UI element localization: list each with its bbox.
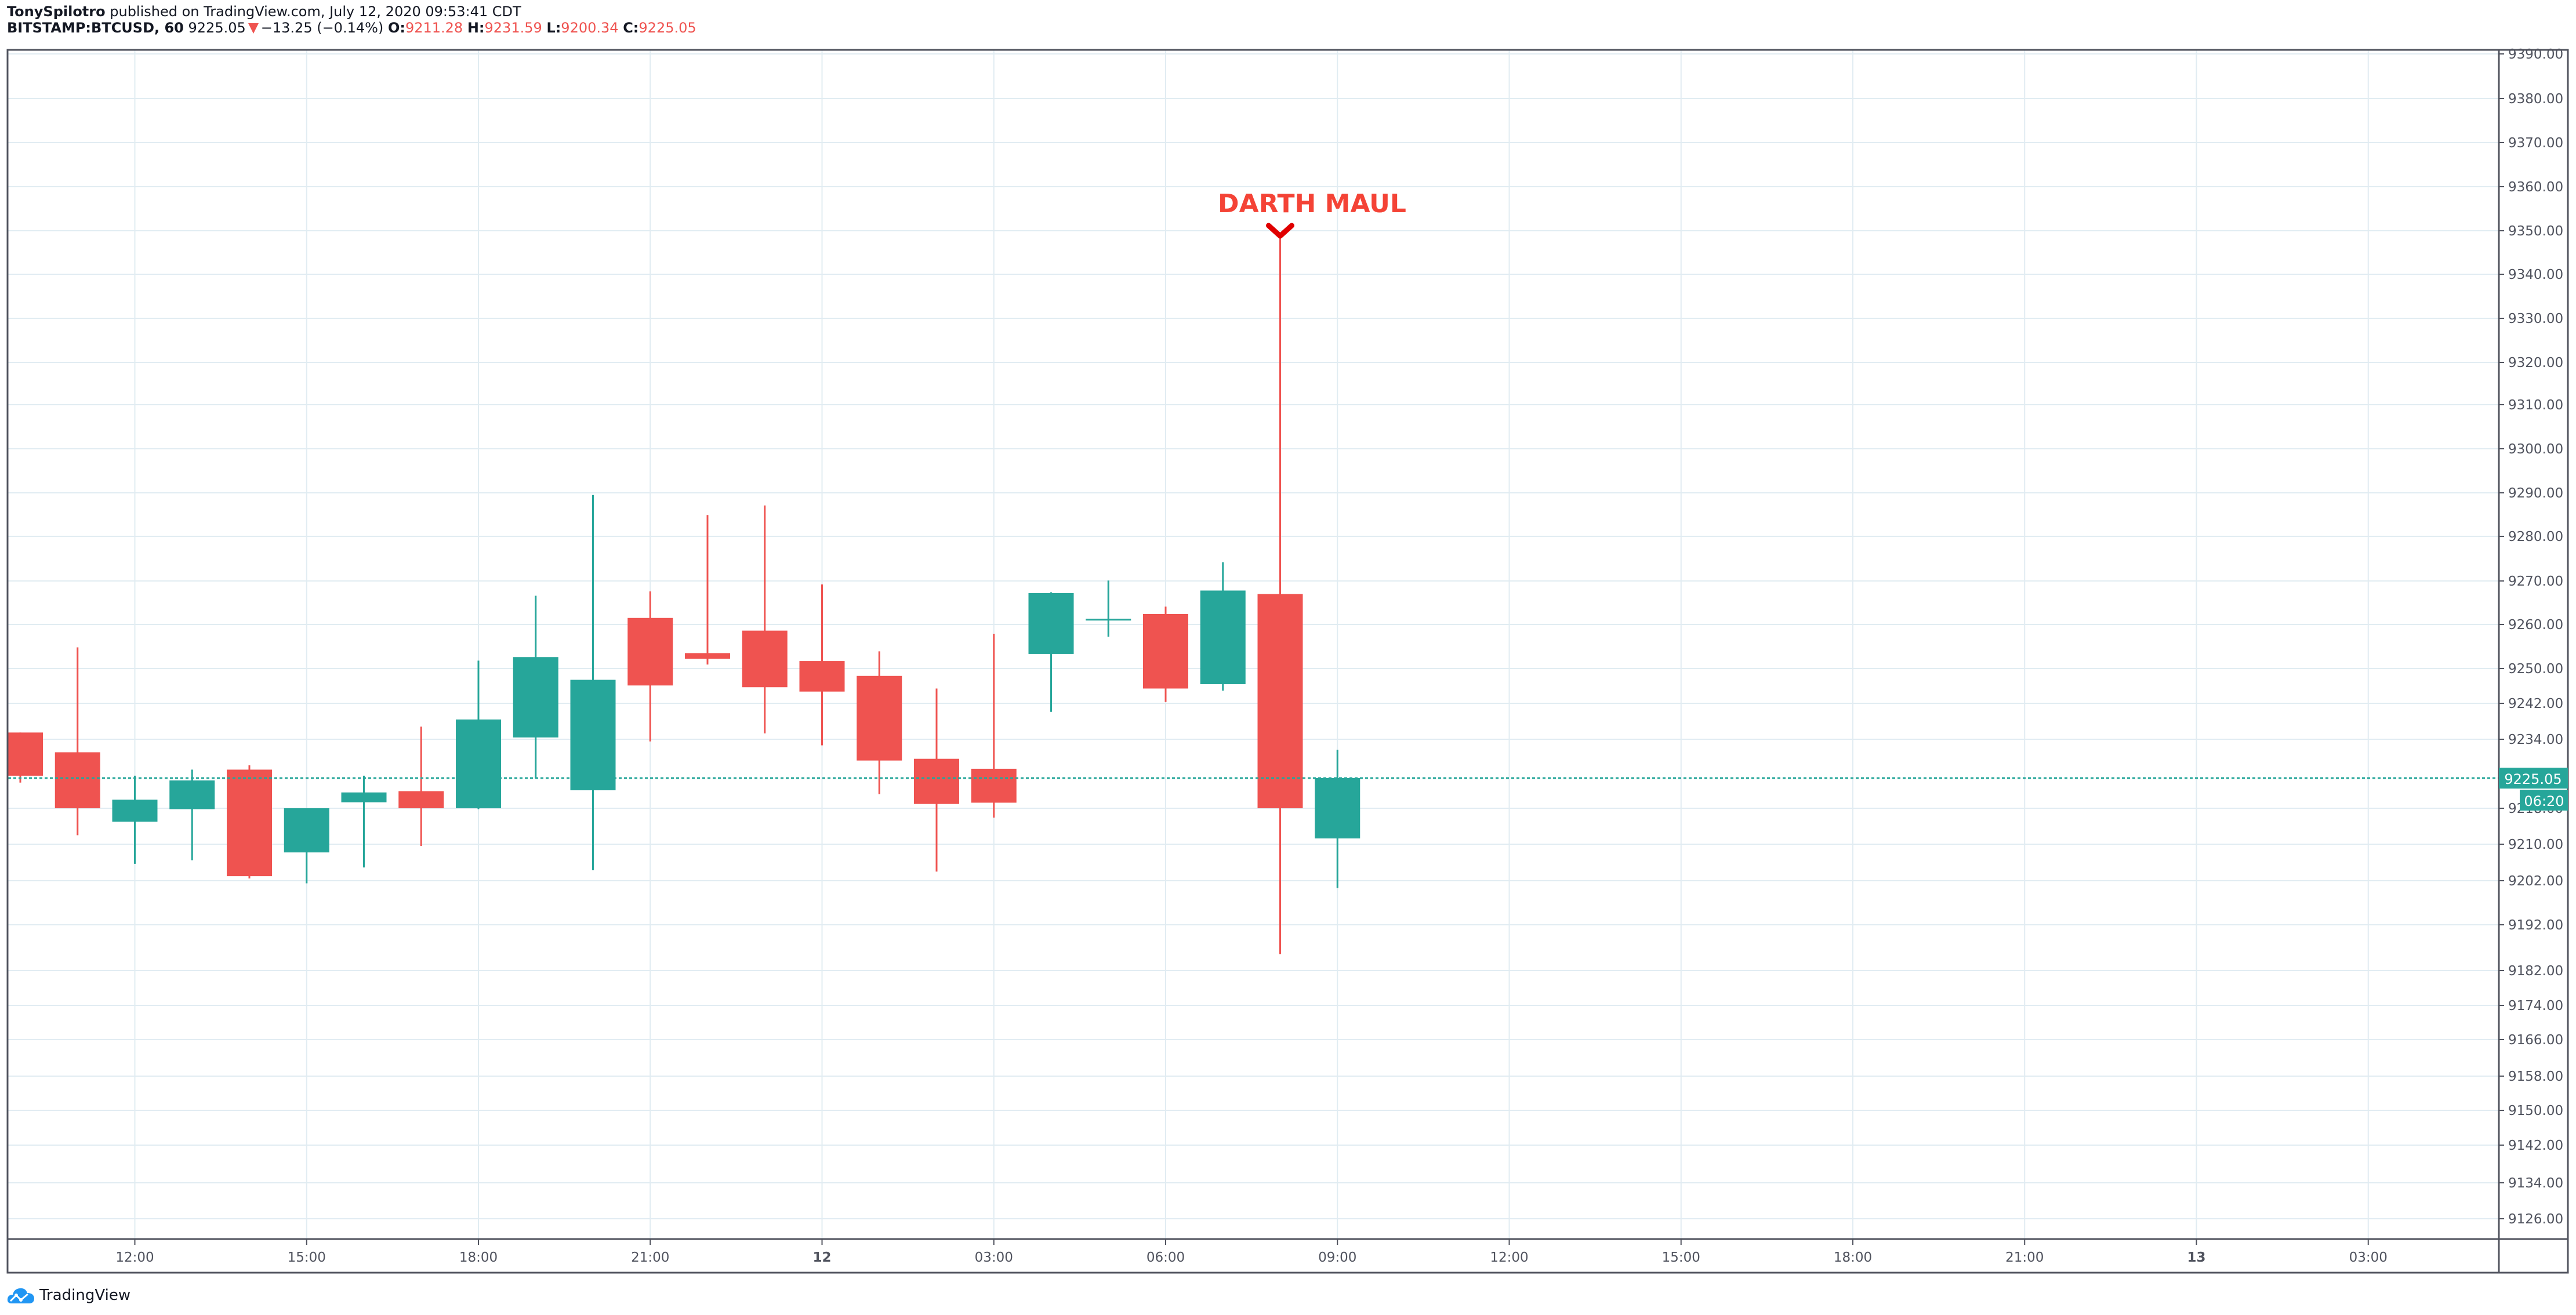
time-tick-label: 18:00 xyxy=(1834,1250,1872,1265)
candle[interactable] xyxy=(1200,562,1246,691)
price-tick-label: 9192.00 xyxy=(2508,918,2563,933)
price-tick-label: 9126.00 xyxy=(2508,1212,2563,1227)
price-tick-label: 9310.00 xyxy=(2508,398,2563,413)
candle[interactable] xyxy=(742,505,788,733)
time-tick-label: 06:00 xyxy=(1146,1250,1185,1265)
price-tick-label: 9182.00 xyxy=(2508,964,2563,979)
last-price-tag: 9225.05 06:20 xyxy=(2499,768,2568,811)
time-tick-label: 09:00 xyxy=(1318,1250,1356,1265)
candle[interactable] xyxy=(1143,606,1188,702)
candle[interactable] xyxy=(284,808,329,884)
close-value: 9225.05 xyxy=(638,20,696,36)
down-triangle-icon xyxy=(248,23,259,34)
price-change: −13.25 (−0.14%) xyxy=(260,20,384,36)
price-tick-label: 9320.00 xyxy=(2508,355,2563,370)
low-value: 9200.34 xyxy=(561,20,619,36)
price-tick-label: 9202.00 xyxy=(2508,874,2563,889)
time-axis[interactable]: 12:00 15:00 18:00 21:00 12 03:00 06:00 09:00 12:… xyxy=(115,1239,2388,1265)
chart-frame xyxy=(6,49,2569,1274)
price-tick-label: 9174.00 xyxy=(2508,998,2563,1014)
high-label: H: xyxy=(467,20,485,36)
time-tick-label: 15:00 xyxy=(288,1250,326,1265)
candle[interactable] xyxy=(55,647,100,836)
candle[interactable] xyxy=(456,660,501,809)
price-tick-label: 9330.00 xyxy=(2508,311,2563,326)
darth-maul-annotation[interactable]: DARTH MAUL xyxy=(1218,189,1406,239)
price-tick-label: 9134.00 xyxy=(2508,1176,2563,1191)
time-tick-label: 21:00 xyxy=(631,1250,669,1265)
candle[interactable] xyxy=(513,595,558,779)
published-text: published on TradingView.com, July 12, 2… xyxy=(110,3,521,20)
time-tick-label: 12 xyxy=(812,1250,831,1265)
price-tick-label: 9380.00 xyxy=(2508,92,2563,107)
time-tick-label: 12:00 xyxy=(1490,1250,1528,1265)
price-tick-label: 9150.00 xyxy=(2508,1103,2563,1118)
close-label: C: xyxy=(623,20,639,36)
candle[interactable] xyxy=(627,591,673,742)
candle[interactable] xyxy=(341,775,387,868)
annotation-label: DARTH MAUL xyxy=(1218,189,1406,219)
candle[interactable] xyxy=(799,584,845,746)
open-label: O: xyxy=(387,20,405,36)
price-tick-label: 9166.00 xyxy=(2508,1033,2563,1048)
price-tick-label: 9340.00 xyxy=(2508,267,2563,282)
candle[interactable] xyxy=(857,651,902,794)
candle[interactable] xyxy=(971,633,1017,818)
time-tick-label: 15:00 xyxy=(1662,1250,1700,1265)
candle[interactable] xyxy=(685,515,730,665)
price-tick-label: 9390.00 xyxy=(2508,47,2563,62)
logo-text: TradingView xyxy=(39,1287,131,1304)
price-axis[interactable]: 9390.00 9380.00 9370.00 9360.00 9350.00 9340.… xyxy=(2499,47,2563,1227)
chevron-down-icon xyxy=(1266,223,1294,239)
symbol-legend: BITSTAMP:BTCUSD, 60 9225.05 −13.25 (−0.14… xyxy=(7,20,696,36)
price-tick-label: 9260.00 xyxy=(2508,617,2563,633)
candle[interactable] xyxy=(227,765,272,879)
price-tick-label: 9360.00 xyxy=(2508,180,2563,195)
price-tick-label: 9280.00 xyxy=(2508,529,2563,544)
high-value: 9231.59 xyxy=(484,20,542,36)
last-price-tag-value: 9225.05 xyxy=(2504,771,2562,787)
price-tick-label: 9250.00 xyxy=(2508,662,2563,677)
candles xyxy=(8,236,1360,954)
candle[interactable] xyxy=(1086,580,1131,637)
author-name[interactable]: TonySpilotro xyxy=(7,3,106,20)
price-tick-label: 9234.00 xyxy=(2508,732,2563,747)
price-tick-label: 9270.00 xyxy=(2508,574,2563,589)
price-tick-label: 9158.00 xyxy=(2508,1069,2563,1084)
time-tick-label: 13 xyxy=(2187,1250,2205,1265)
last-price: 9225.05 xyxy=(188,20,246,36)
bar-countdown-timer: 06:20 xyxy=(2524,793,2564,809)
time-tick-label: 03:00 xyxy=(975,1250,1013,1265)
time-tick-label: 21:00 xyxy=(2005,1250,2044,1265)
candle[interactable] xyxy=(1028,592,1074,712)
candle[interactable] xyxy=(1315,750,1360,888)
price-tick-label: 9142.00 xyxy=(2508,1138,2563,1153)
low-label: L: xyxy=(546,20,561,36)
price-tick-label: 9210.00 xyxy=(2508,837,2563,852)
open-value: 9211.28 xyxy=(405,20,463,36)
candle[interactable] xyxy=(169,769,215,860)
time-tick-label: 18:00 xyxy=(459,1250,498,1265)
candle[interactable] xyxy=(570,495,616,870)
candle[interactable] xyxy=(112,775,158,864)
candle[interactable] xyxy=(398,726,444,847)
chart-grid xyxy=(8,50,2499,1238)
candle[interactable] xyxy=(914,688,959,872)
publish-info: TonySpilotro published on TradingView.co… xyxy=(7,3,521,20)
price-tick-label: 9300.00 xyxy=(2508,442,2563,457)
price-tick-label: 9350.00 xyxy=(2508,224,2563,239)
price-tick-label: 9370.00 xyxy=(2508,136,2563,151)
symbol-title: BITSTAMP:BTCUSD, 60 xyxy=(7,20,184,36)
price-tick-label: 9290.00 xyxy=(2508,486,2563,501)
time-tick-label: 03:00 xyxy=(2349,1250,2388,1265)
tradingview-cloud-icon xyxy=(7,1288,34,1303)
tradingview-logo[interactable]: TradingView xyxy=(7,1286,130,1305)
candle[interactable] xyxy=(8,732,43,783)
candle[interactable] xyxy=(1257,236,1303,954)
time-tick-label: 12:00 xyxy=(115,1250,154,1265)
price-tick-label: 9242.00 xyxy=(2508,696,2563,711)
